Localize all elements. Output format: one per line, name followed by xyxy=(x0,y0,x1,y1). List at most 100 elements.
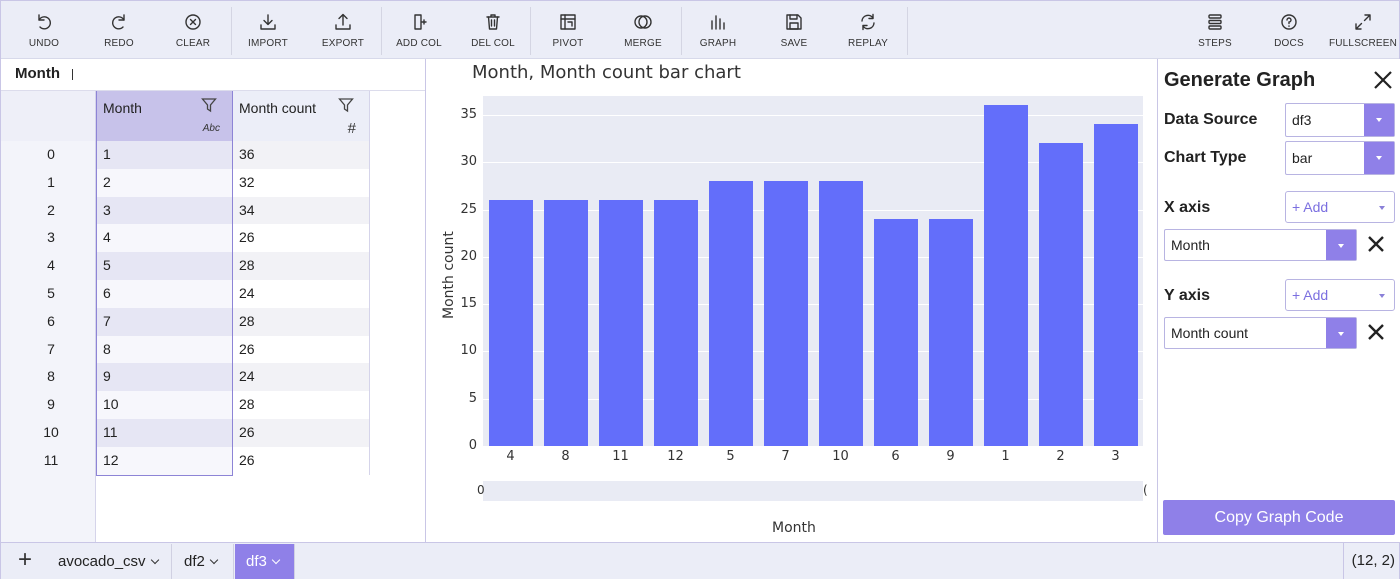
bar-3[interactable] xyxy=(1093,124,1138,446)
table-cell[interactable]: 26 xyxy=(233,224,369,253)
table-cell[interactable]: 9 xyxy=(97,363,232,392)
table-cell[interactable]: 26 xyxy=(233,418,369,447)
table-cell[interactable]: 5 xyxy=(97,252,232,280)
table-cell[interactable]: 10 xyxy=(97,391,232,419)
chevron-down-icon xyxy=(1326,230,1356,260)
bar-1[interactable] xyxy=(983,105,1028,446)
table-cell[interactable]: 8 xyxy=(97,335,232,364)
remove-x-axis-icon[interactable] xyxy=(1366,234,1386,254)
sheet-tab-bar: + avocado_csv df2 df3 (12, 2) xyxy=(1,542,1399,579)
gridline xyxy=(483,351,1143,352)
filter-icon[interactable] xyxy=(201,97,217,113)
fullscreen-icon xyxy=(1355,13,1371,30)
table-cell[interactable]: 24 xyxy=(233,363,369,392)
chart-type-select[interactable]: bar xyxy=(1285,141,1395,175)
export-button[interactable]: EXPORT xyxy=(318,1,368,59)
x-tick-label: 2 xyxy=(1056,449,1065,464)
table-cell[interactable]: 7 xyxy=(97,307,232,336)
y-axis-add-button[interactable]: + Add xyxy=(1285,279,1395,311)
table-cell[interactable]: 28 xyxy=(233,307,369,336)
bar-10[interactable] xyxy=(818,181,863,446)
column-month[interactable]: Month Abc 1 2 3 4 5 6 7 8 9 10 11 12 xyxy=(96,91,233,476)
table-cell[interactable]: 11 xyxy=(97,418,232,447)
chevron-down-icon xyxy=(1364,142,1394,174)
bar-2[interactable] xyxy=(1038,143,1083,446)
table-cell[interactable]: 12 xyxy=(97,446,232,475)
row-index-column: 0 1 2 3 4 5 6 7 8 9 10 11 xyxy=(1,91,96,542)
y-axis-select[interactable]: Month count xyxy=(1164,317,1357,349)
copy-graph-code-button[interactable]: Copy Graph Code xyxy=(1163,500,1395,535)
table-cell[interactable]: 28 xyxy=(233,391,369,419)
pivot-button[interactable]: PIVOT xyxy=(543,1,593,59)
row-index: 8 xyxy=(47,368,55,385)
x-tick-label: 10 xyxy=(832,449,849,464)
redo-button[interactable]: REDO xyxy=(94,1,144,59)
graph-button[interactable]: GRAPH xyxy=(693,1,743,59)
merge-button[interactable]: MERGE xyxy=(618,1,668,59)
close-icon[interactable] xyxy=(1372,69,1394,91)
bar-6[interactable] xyxy=(873,218,918,446)
table-cell[interactable]: 34 xyxy=(233,196,369,225)
table-cell[interactable]: 36 xyxy=(233,141,369,169)
import-button[interactable]: IMPORT xyxy=(243,1,293,59)
table-cell[interactable]: 1 xyxy=(97,141,232,169)
tab-df2[interactable]: df2 xyxy=(173,544,234,579)
bar-11[interactable] xyxy=(598,200,643,446)
table-cell[interactable]: 26 xyxy=(233,335,369,364)
column-header-month[interactable]: Month Abc xyxy=(96,91,233,141)
bar-5[interactable] xyxy=(708,181,753,446)
row-index: 1 xyxy=(47,173,55,190)
tab-avocado-csv[interactable]: avocado_csv xyxy=(47,544,172,579)
replay-button[interactable]: REPLAY xyxy=(843,1,893,59)
chart-title: Month, Month count bar chart xyxy=(472,62,741,83)
column-month-count[interactable]: Month count # 36 32 34 26 28 24 28 26 24 28 26 26 xyxy=(233,91,370,475)
bar-12[interactable] xyxy=(653,200,698,446)
table-cell[interactable]: 2 xyxy=(97,168,232,197)
save-button[interactable]: SAVE xyxy=(769,1,819,59)
row-index: 5 xyxy=(47,284,55,301)
chevron-down-icon xyxy=(1379,294,1385,298)
x-tick-label: 9 xyxy=(946,449,955,464)
table-cell[interactable]: 6 xyxy=(97,279,232,308)
table-cell[interactable]: 28 xyxy=(233,252,369,280)
table-cell[interactable]: 4 xyxy=(97,224,232,253)
plot-area[interactable] xyxy=(483,96,1143,446)
x-axis-select[interactable]: Month xyxy=(1164,229,1357,261)
table-cell[interactable]: 32 xyxy=(233,168,369,197)
index-header xyxy=(1,91,95,141)
table-cell[interactable]: 26 xyxy=(233,446,369,475)
bar-7[interactable] xyxy=(763,181,808,446)
range-slider-label-right: ( xyxy=(1143,483,1148,497)
steps-button[interactable]: STEPS xyxy=(1190,1,1240,59)
data-source-select[interactable]: df3 xyxy=(1285,103,1395,137)
add-col-button[interactable]: ADD COL xyxy=(391,1,447,59)
bar-4[interactable] xyxy=(488,200,533,446)
x-axis-add-button[interactable]: + Add xyxy=(1285,191,1395,223)
row-index: 11 xyxy=(43,451,59,468)
range-slider[interactable] xyxy=(483,481,1143,501)
filter-icon[interactable] xyxy=(338,97,354,113)
bar-9[interactable] xyxy=(928,218,973,446)
undo-button[interactable]: UNDO xyxy=(19,1,69,59)
x-tick-label: 4 xyxy=(506,449,515,464)
tab-df3[interactable]: df3 xyxy=(235,544,295,579)
merge-icon xyxy=(634,14,652,29)
pivot-icon xyxy=(560,13,576,30)
fullscreen-button[interactable]: FULLSCREEN xyxy=(1329,1,1397,59)
remove-y-axis-icon[interactable] xyxy=(1366,322,1386,342)
x-tick-label: 6 xyxy=(891,449,900,464)
column-header-month-count[interactable]: Month count # xyxy=(233,91,370,141)
del-col-button[interactable]: DEL COL xyxy=(465,1,521,59)
bar-8[interactable] xyxy=(543,200,588,446)
add-sheet-button[interactable]: + xyxy=(17,546,32,573)
docs-button[interactable]: DOCS xyxy=(1264,1,1314,59)
clear-button[interactable]: CLEAR xyxy=(168,1,218,59)
x-tick-label: 5 xyxy=(726,449,735,464)
table-cell[interactable]: 24 xyxy=(233,279,369,308)
column-cells: 1 2 3 4 5 6 7 8 9 10 11 12 xyxy=(96,141,233,476)
toolbar-divider xyxy=(681,7,682,55)
y-tick-label: 0 xyxy=(468,438,477,453)
row-index: 9 xyxy=(47,396,55,413)
table-cell[interactable]: 3 xyxy=(97,196,232,225)
